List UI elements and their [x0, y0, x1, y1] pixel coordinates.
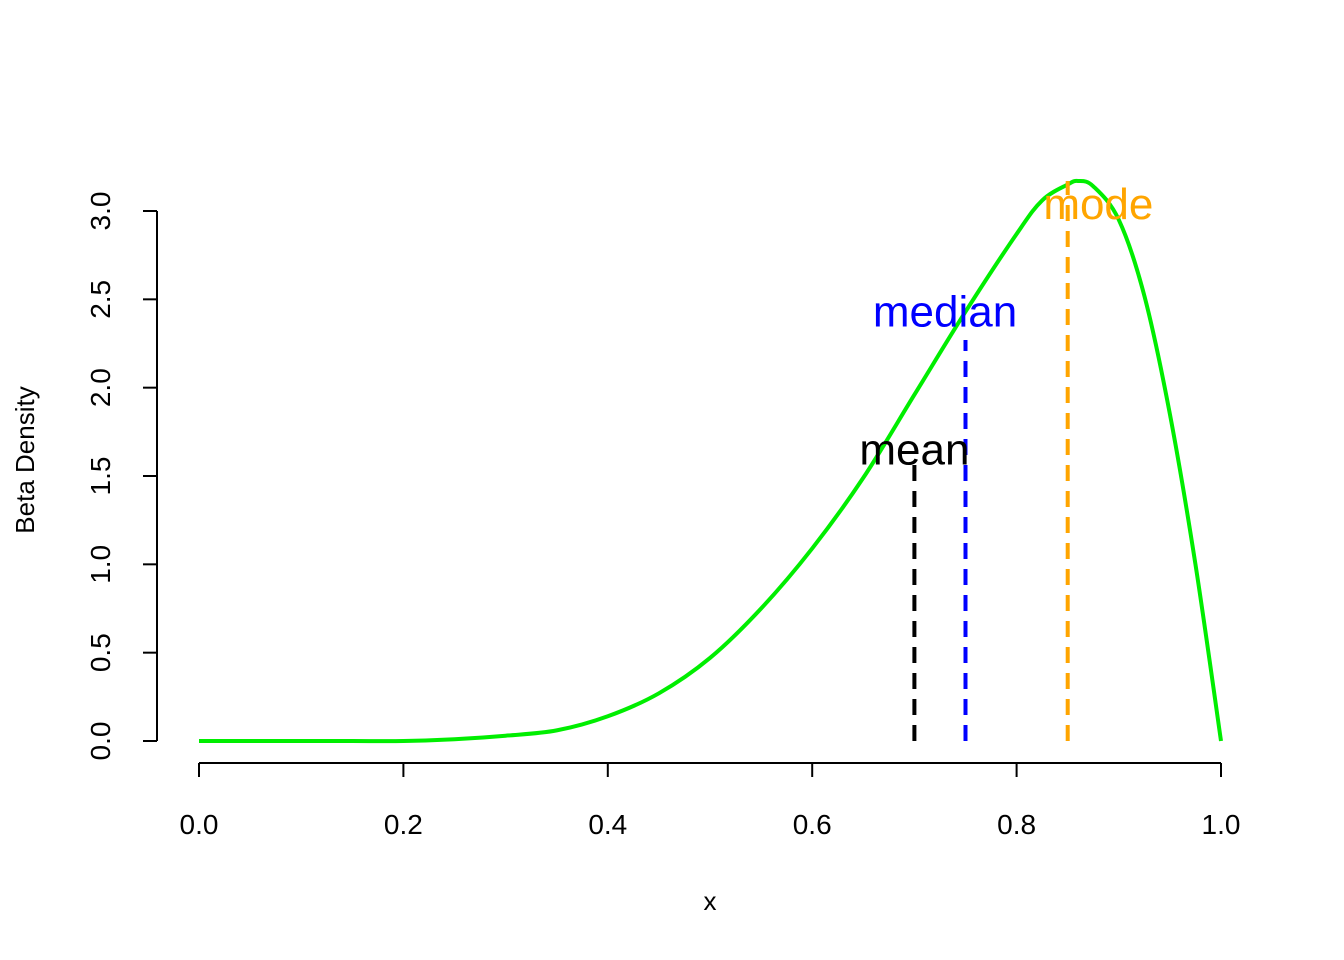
- median-label: median: [873, 288, 1017, 337]
- plot-area: [199, 178, 1223, 744]
- y-axis-label: Beta Density: [10, 386, 40, 533]
- x-tick-label: 0.6: [793, 809, 832, 840]
- y-tick-label: 3.0: [85, 192, 116, 231]
- y-axis: 0.0 0.5 1.0 1.5 2.0 2.5 3.0: [85, 192, 158, 761]
- y-tick-label: 0.5: [85, 633, 116, 672]
- mode-label: mode: [1043, 180, 1153, 229]
- density-curve: [199, 178, 1223, 744]
- x-tick-label: 0.2: [384, 809, 423, 840]
- annotations: mean median mode: [859, 180, 1153, 741]
- mean-label: mean: [859, 426, 969, 475]
- x-tick-label: 1.0: [1202, 809, 1241, 840]
- y-tick-label: 1.0: [85, 545, 116, 584]
- y-tick-label: 2.5: [85, 280, 116, 319]
- y-tick-label: 1.5: [85, 457, 116, 496]
- y-tick-label: 0.0: [85, 722, 116, 761]
- x-axis-label: x: [704, 886, 717, 916]
- x-axis: 0.0 0.2 0.4 0.6 0.8 1.0: [180, 762, 1241, 840]
- x-tick-label: 0.8: [997, 809, 1036, 840]
- x-tick-label: 0.4: [588, 809, 627, 840]
- x-tick-label: 0.0: [180, 809, 219, 840]
- y-tick-label: 2.0: [85, 368, 116, 407]
